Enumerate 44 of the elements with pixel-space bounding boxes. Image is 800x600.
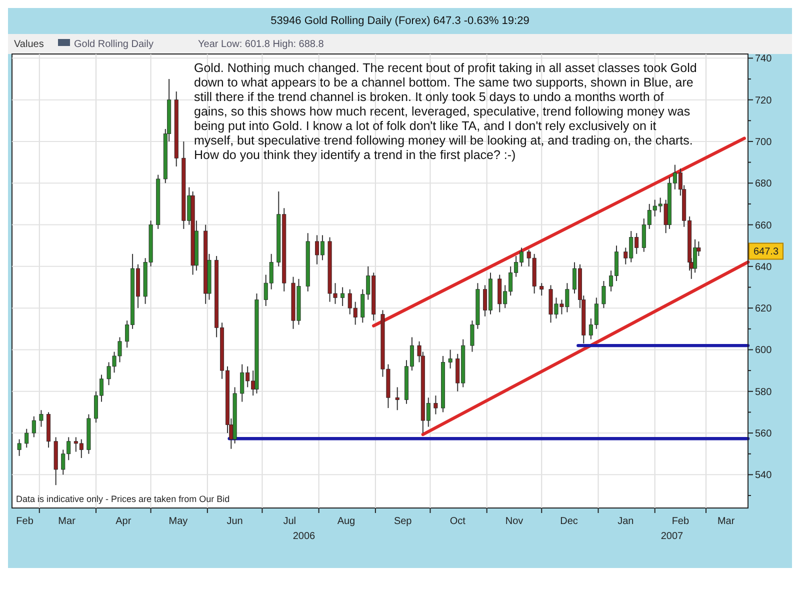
x-tick-label: Nov xyxy=(505,516,524,527)
y-tick-label: 740 xyxy=(755,54,772,65)
candlestick xyxy=(24,428,29,448)
annotation: 647.3 xyxy=(753,246,779,258)
x-tick-label: May xyxy=(168,516,188,527)
chart-title: 53946 Gold Rolling Daily (Forex) 647.3 -0.63% 19:29 xyxy=(270,15,530,27)
x-tick-label: Jun xyxy=(226,516,243,527)
x-tick-label: Mar xyxy=(717,516,736,527)
x-tick-label: Jan xyxy=(618,516,634,527)
y-tick-label: 720 xyxy=(755,95,772,106)
x-tick-label: Jul xyxy=(283,516,296,527)
candlestick xyxy=(17,438,22,456)
y-tick-label: 560 xyxy=(755,428,772,440)
x-tick-label: Apr xyxy=(116,516,132,527)
candlestick xyxy=(32,416,36,438)
y-tick-label: 700 xyxy=(755,136,772,148)
x-tick-label: Feb xyxy=(16,516,34,527)
x-tick-label: Aug xyxy=(337,516,356,527)
candlestick xyxy=(434,395,438,415)
annotation: Data is indicative only - Prices are taken from Our Bid xyxy=(16,494,230,504)
x-tick-label: Dec xyxy=(560,516,578,527)
text: 2006 xyxy=(292,531,316,542)
x-tick-label: Sep xyxy=(394,516,412,527)
annotation: Gold. Nothing much changed. The recent bout of profit taking in all asset classes took Gold down to what appears to be a channel bottom. The same two supports, shown in Blue, are still there if the trend channel is broken. It only took 5 days to undo a months worth of gains, so this shows how much recent, leveraged, speculative, trend following money was being put into Gold. I know a lot of folk don't like TA, and I don't rely exclusively on it myself, but speculative trend following money will be looking at, and trading on, the charts. How do you think they identify a trend in the first place? :-) xyxy=(194,61,697,162)
candlestick xyxy=(39,410,44,428)
x-tick-label: Feb xyxy=(672,516,690,527)
candlestick xyxy=(448,349,452,369)
legend-title: Values xyxy=(14,39,44,50)
chart-subtitle: Year Low: 601.8 High: 688.8 xyxy=(198,39,324,50)
y-tick-label: 580 xyxy=(755,386,772,398)
y-tick-label: 680 xyxy=(755,178,772,190)
y-tick-label: 600 xyxy=(755,345,772,356)
y-tick-label: 620 xyxy=(755,304,772,315)
candlestick xyxy=(340,286,345,306)
candlestick xyxy=(602,280,606,309)
x-tick-label: Mar xyxy=(58,516,76,527)
candlestick xyxy=(395,386,400,411)
y-tick-label: 640 xyxy=(755,262,772,273)
y-tick-label: 540 xyxy=(755,470,772,482)
text: 2007 xyxy=(660,531,684,542)
x-tick-label: Oct xyxy=(450,516,466,527)
candlestick xyxy=(540,282,544,296)
text: Gold Rolling Daily xyxy=(74,39,154,50)
y-tick-label: 660 xyxy=(755,220,772,232)
